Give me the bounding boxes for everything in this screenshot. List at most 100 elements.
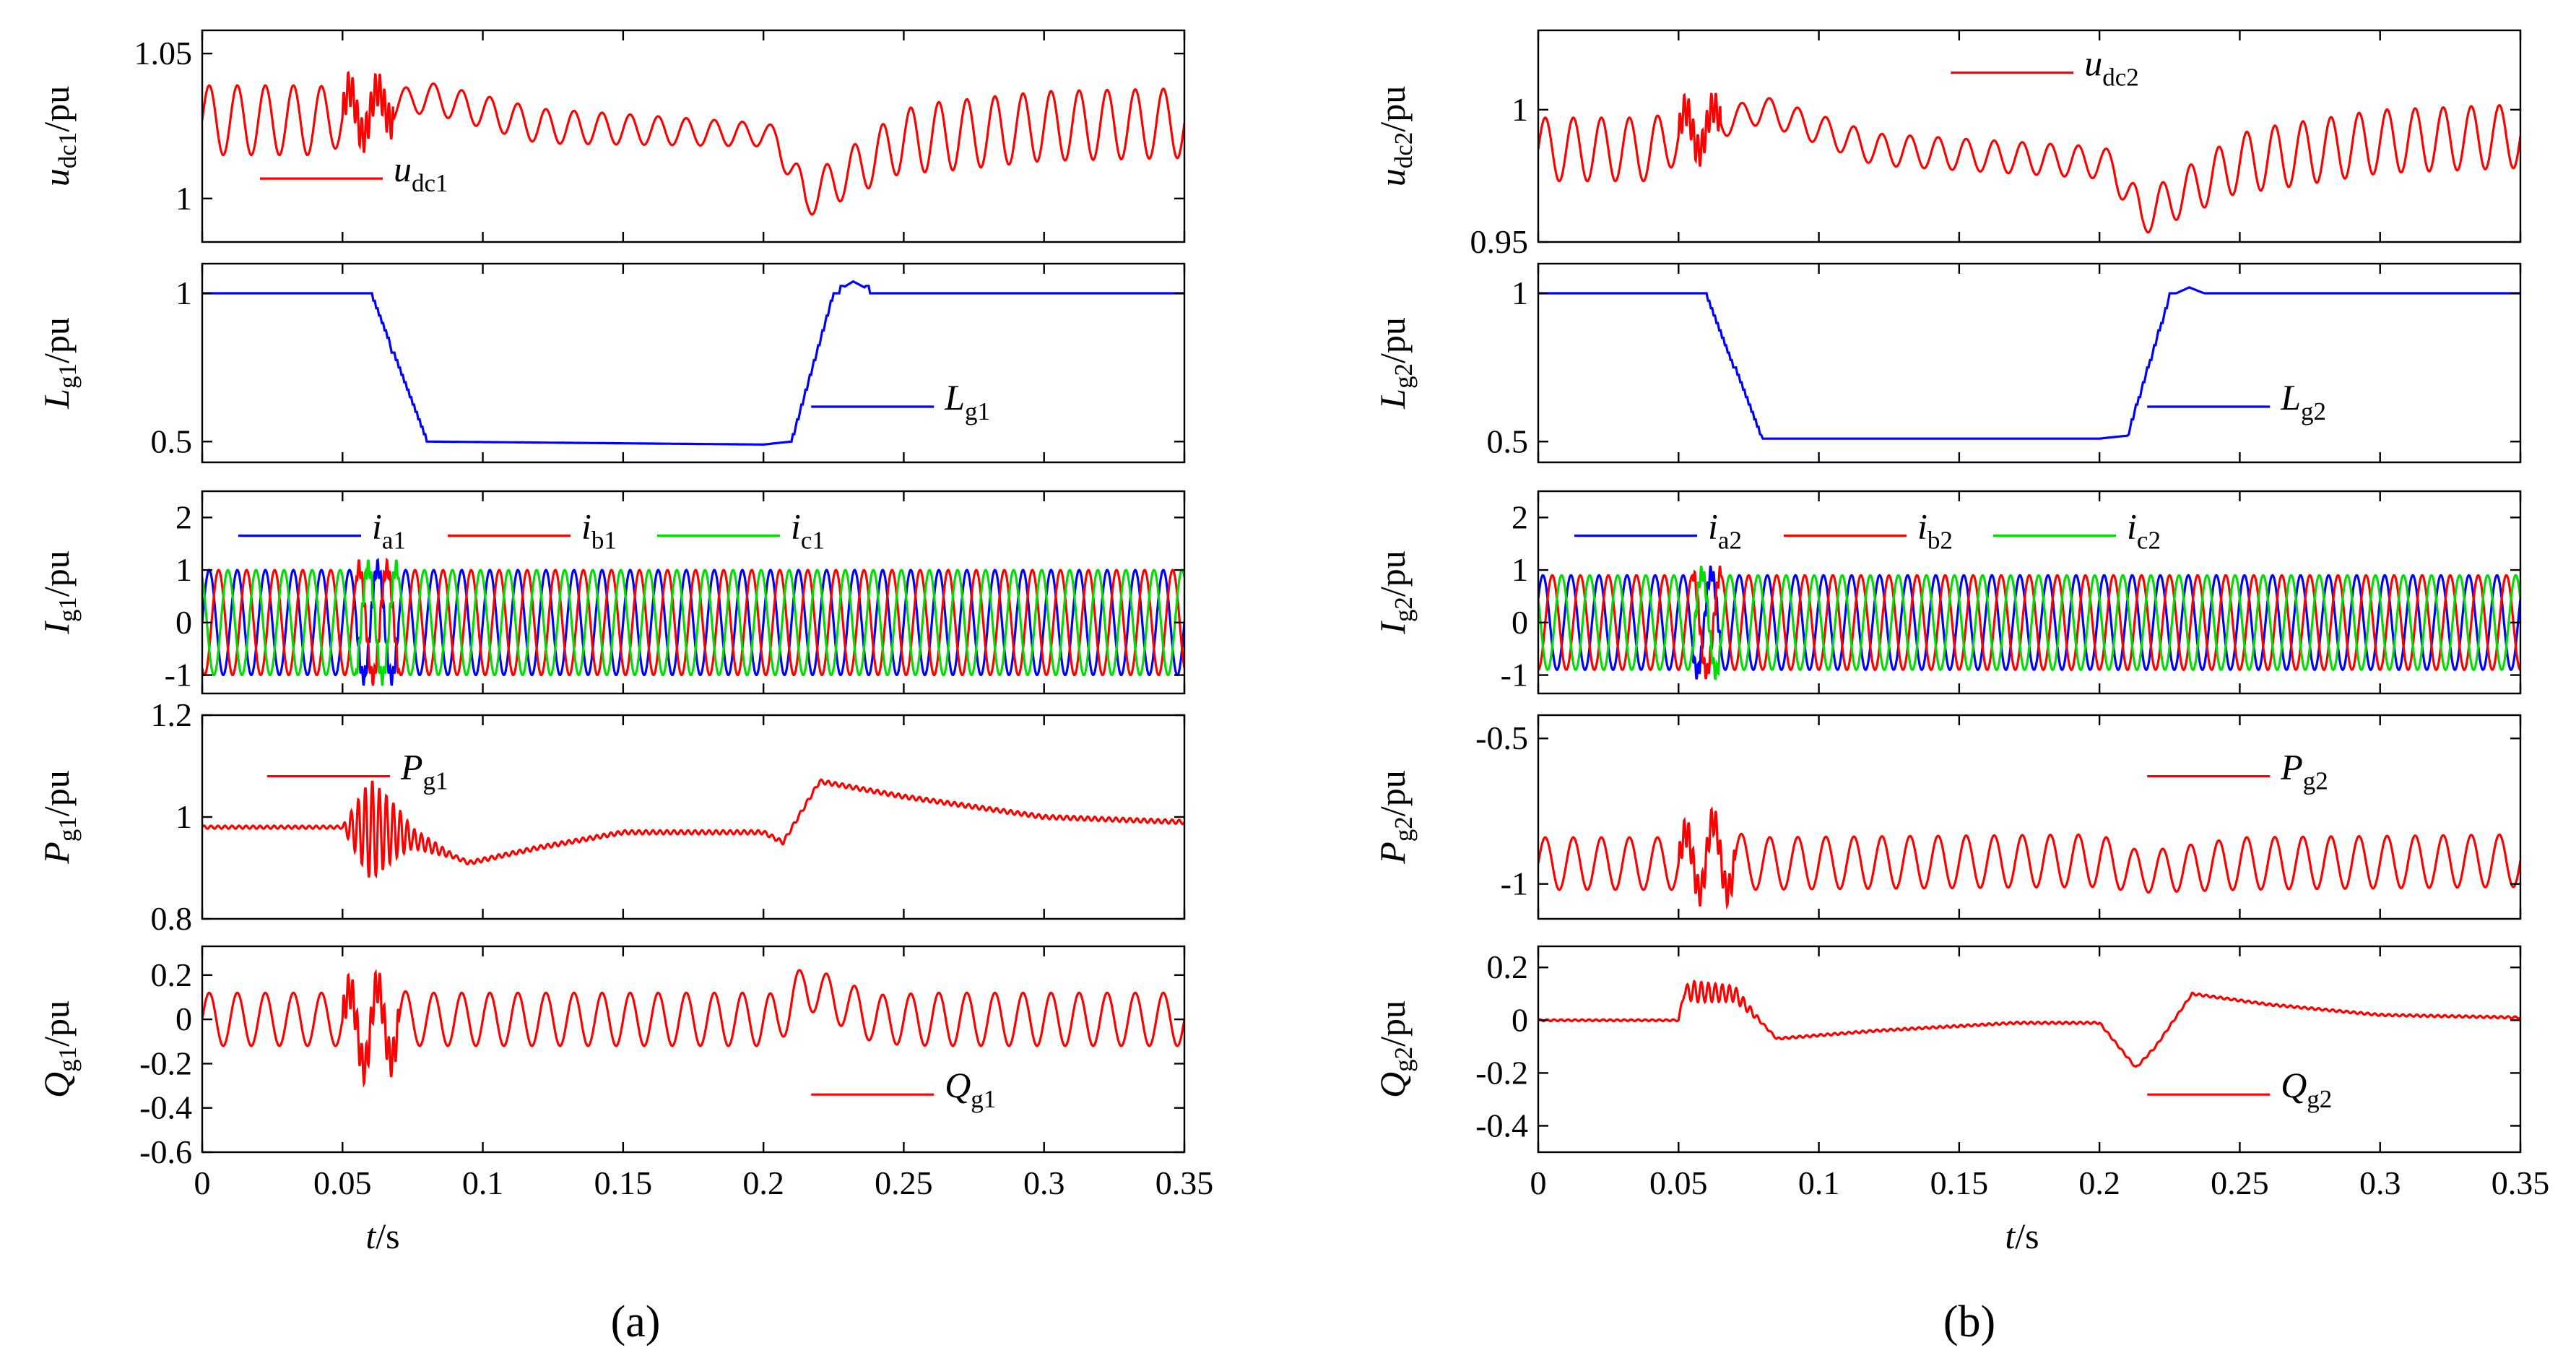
y-tick-label: 1 — [1512, 551, 1528, 588]
legend-label: ib1 — [581, 506, 617, 555]
legend-label: ic2 — [2127, 506, 2161, 555]
x-tick-label: 0.25 — [2211, 1164, 2269, 1201]
plot-frame — [1537, 262, 2522, 464]
y-tick-label: 1 — [175, 551, 192, 588]
y-tick-label: 0.5 — [1487, 423, 1529, 459]
y-tick-label: 1 — [175, 180, 192, 217]
chart-a-P_g1: 0.8 1 1.2 Pg1/pu Pg1 — [36, 696, 1186, 937]
series-P_g2 — [1538, 806, 2520, 910]
legend-label: Pg2 — [2280, 747, 2328, 795]
y-tick-label: 0.2 — [1487, 948, 1529, 985]
y-tick-label: 1 — [175, 798, 192, 835]
chart-a-Q_g1: -0.6 -0.4 -0.2 0 0.2 0 0.05 0.1 0.15 0.2 0.25 0.3 0.… — [36, 945, 1214, 1201]
plot-frame — [1537, 714, 2522, 920]
x-tick-label: 0 — [1530, 1164, 1547, 1201]
y-tick-label: -0.2 — [1475, 1054, 1528, 1091]
y-axis-label: Qg1/pu — [36, 1000, 82, 1098]
y-tick-label: 0 — [1512, 604, 1528, 641]
panel-label-a: (a) — [611, 1297, 661, 1346]
y-tick-label: 1.05 — [134, 35, 193, 72]
x-tick-label: 0.2 — [742, 1164, 784, 1201]
series-i_b1 — [202, 557, 1184, 686]
legend-label: Lg2 — [2280, 377, 2326, 425]
y-axis-label: Ig1/pu — [36, 550, 82, 635]
plot-frame — [201, 945, 1186, 1154]
series-Q_g1 — [202, 969, 1184, 1089]
plot-frame — [201, 29, 1186, 243]
plot-frame — [1537, 490, 2522, 695]
plot-frame — [201, 262, 1186, 464]
legend-label: Qg1 — [945, 1065, 996, 1113]
x-tick-label: 0.2 — [2078, 1164, 2120, 1201]
y-tick-label: 0 — [1512, 1001, 1528, 1038]
y-axis-label: Lg2/pu — [1372, 317, 1418, 410]
y-tick-label: 1 — [1512, 275, 1528, 311]
chart-b-P_g2: -1 -0.5 Pg2/pu Pg2 — [1372, 714, 2522, 920]
x-tick-label: 0.25 — [875, 1164, 933, 1201]
chart-b-Q_g2: -0.4 -0.2 0 0.2 0 0.05 0.1 0.15 0.2 0.25 0.3 0.35 Qg… — [1372, 945, 2550, 1201]
y-tick-label: -0.6 — [139, 1133, 192, 1170]
y-tick-label: 0 — [175, 1000, 192, 1037]
y-axis-label: Pg2/pu — [1372, 770, 1418, 864]
x-tick-label: 0.35 — [1155, 1164, 1214, 1201]
y-tick-label: 0 — [175, 604, 192, 641]
series-u_dc2 — [1538, 92, 2520, 234]
y-tick-label: 1 — [1512, 91, 1528, 128]
legend-label: udc1 — [394, 149, 448, 197]
legend-label: ib2 — [1917, 506, 1953, 555]
x-tick-label: 0.15 — [594, 1164, 653, 1201]
y-tick-label: -0.2 — [139, 1045, 192, 1081]
x-tick-label: 0 — [194, 1164, 211, 1201]
plot-frame — [1537, 29, 2522, 243]
y-tick-label: -0.5 — [1475, 719, 1528, 756]
x-axis-label-b: t/s — [2005, 1216, 2039, 1256]
series-L_g2 — [1538, 286, 2520, 440]
x-tick-label: 0.05 — [1649, 1164, 1708, 1201]
y-axis-label: Ig2/pu — [1372, 550, 1418, 635]
legend-label: ia1 — [372, 506, 406, 555]
legend-label: udc2 — [2084, 43, 2139, 92]
series-u_dc1 — [202, 71, 1184, 216]
chart-a-i_a1: -1 0 1 2 Ig1/pu ia1 ib1 ic1 — [36, 490, 1186, 695]
y-axis-label: Pg1/pu — [36, 770, 82, 864]
x-tick-label: 0.35 — [2492, 1164, 2550, 1201]
x-tick-label: 0.3 — [1023, 1164, 1065, 1201]
legend-label: Pg1 — [400, 747, 448, 795]
x-axis-label-a: t/s — [365, 1216, 399, 1256]
y-tick-label: 0.8 — [151, 900, 193, 937]
series-Q_g2 — [1538, 979, 2520, 1068]
plot-frame — [201, 490, 1186, 695]
series-L_g1 — [202, 280, 1184, 446]
chart-a-L_g1: 0.5 1 Lg1/pu Lg1 — [36, 262, 1186, 464]
chart-b-u_dc2: 0.95 1 udc2/pu udc2 — [1372, 29, 2522, 260]
x-tick-label: 0.05 — [313, 1164, 372, 1201]
x-tick-label: 0.1 — [462, 1164, 504, 1201]
x-tick-label: 0.3 — [2359, 1164, 2401, 1201]
y-tick-label: 1.2 — [151, 696, 193, 733]
y-tick-label: 2 — [175, 498, 192, 535]
series-i_c2 — [1538, 565, 2520, 680]
y-tick-label: -0.4 — [139, 1089, 192, 1126]
panel-label-b: (b) — [1943, 1297, 1995, 1346]
plot-frame — [1537, 945, 2522, 1154]
y-tick-label: -1 — [1501, 865, 1528, 902]
chart-a-u_dc1: 1 1.05 udc1/pu udc1 — [36, 29, 1186, 243]
y-axis-label: udc2/pu — [1372, 86, 1418, 186]
y-tick-label: -1 — [1501, 657, 1528, 693]
y-tick-label: -1 — [165, 657, 192, 693]
y-axis-label: Qg2/pu — [1372, 1000, 1418, 1098]
y-tick-label: -0.4 — [1475, 1107, 1528, 1144]
plots-layer: 1 1.05 udc1/pu udc1 0.5 1 Lg1/pu Lg1 -1 0 1 2 Ig1/pu… — [36, 29, 2550, 1201]
legend-label: Qg2 — [2281, 1065, 2332, 1113]
legend-label: ic1 — [791, 506, 825, 555]
y-axis-label: udc1/pu — [36, 86, 82, 186]
legend-label: Lg1 — [944, 377, 990, 425]
series-i_c1 — [202, 559, 1184, 686]
series-i_a1 — [202, 558, 1184, 686]
series-P_g1 — [202, 778, 1184, 879]
y-tick-label: 0.95 — [1470, 223, 1529, 260]
y-tick-label: 2 — [1512, 498, 1528, 535]
chart-b-i_a2: -1 0 1 2 Ig2/pu ia2 ib2 ic2 — [1372, 490, 2522, 695]
y-tick-label: 1 — [175, 275, 192, 311]
